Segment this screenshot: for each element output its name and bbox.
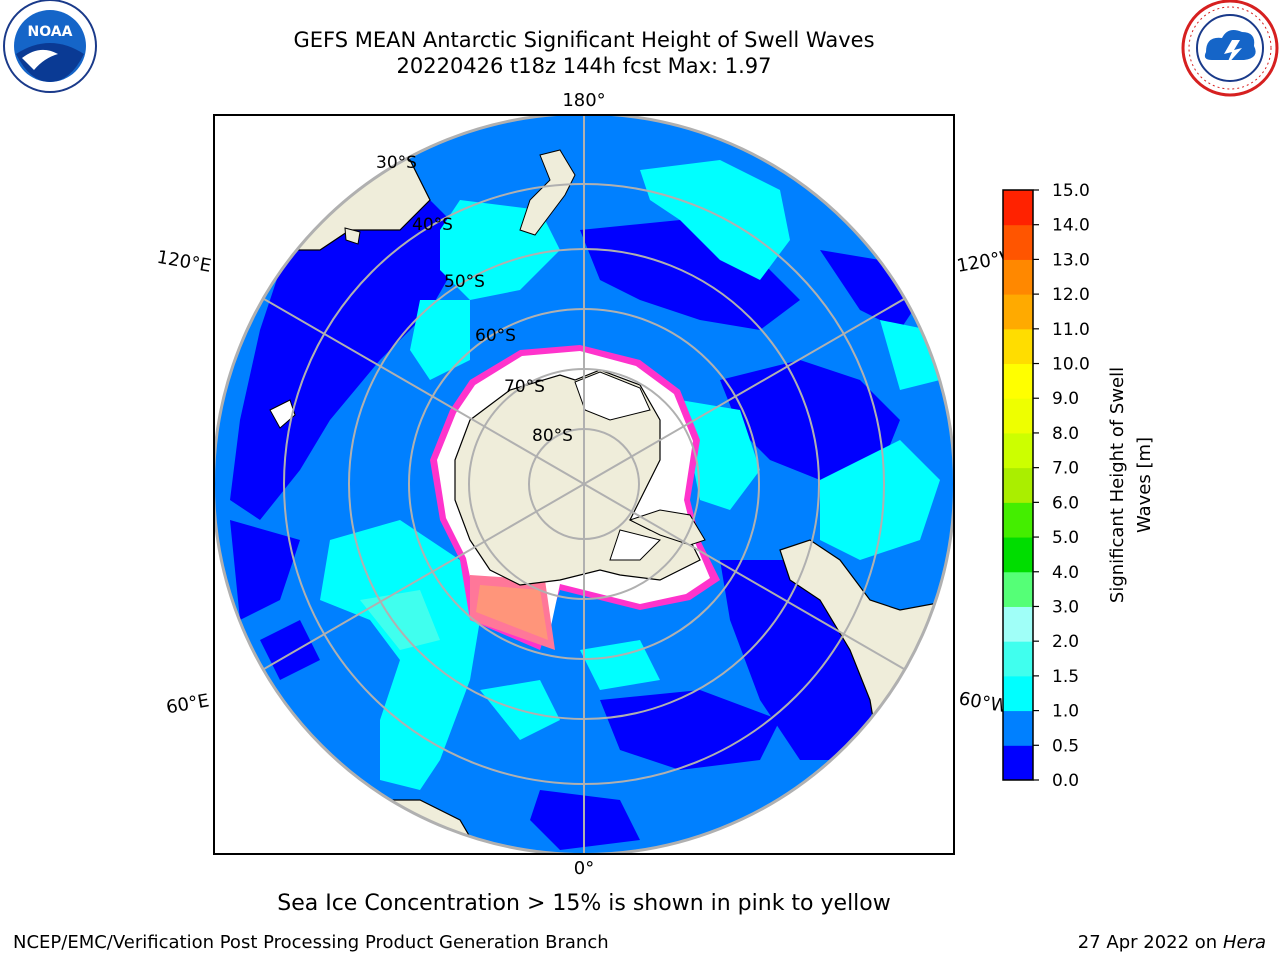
colorbar-segment <box>1003 675 1033 712</box>
colorbar-frame <box>1002 189 1034 781</box>
footer-date-text: 27 Apr 2022 on <box>1077 932 1223 953</box>
lat-label-70s: 70°S <box>504 377 545 397</box>
colorbar-segment <box>1003 328 1033 365</box>
footer-date: 27 Apr 2022 on Hera <box>1078 932 1266 953</box>
colorbar-tick-label: 7.0 <box>1052 459 1079 479</box>
colorbar-tick-label: 5.0 <box>1052 528 1079 548</box>
colorbar-tick-label: 8.0 <box>1052 424 1079 444</box>
colorbar-label-line2: Waves [m] <box>1134 437 1155 533</box>
colorbar-segment <box>1003 745 1033 781</box>
map-title: GEFS MEAN Antarctic Significant Height o… <box>293 28 875 52</box>
noaa-logo: NOAA <box>3 0 97 93</box>
colorbar-segment <box>1003 432 1033 469</box>
colorbar-tick-label: 10.0 <box>1052 355 1090 375</box>
colorbar-tick-label: 1.5 <box>1052 667 1079 687</box>
colorbar-tick-label: 9.0 <box>1052 389 1079 409</box>
colorbar-tick-label: 13.0 <box>1052 250 1090 270</box>
colorbar-tick-label: 2.0 <box>1052 632 1079 652</box>
colorbar: 0.0 0.5 1.0 1.5 2.0 3.0 4.0 5.0 6.0 7.0 8.0 9.0 10.0… <box>1002 181 1090 791</box>
colorbar-tick-label: 0.0 <box>1052 771 1079 791</box>
colorbar-segment <box>1003 259 1033 295</box>
lon-label-180: 180° <box>562 90 605 111</box>
colorbar-segment <box>1003 710 1033 746</box>
colorbar-tick-label: 3.0 <box>1052 597 1079 617</box>
nws-logo <box>1181 0 1279 97</box>
colorbar-segment <box>1003 606 1033 642</box>
colorbar-segment <box>1003 571 1033 607</box>
colorbar-segment <box>1003 190 1033 226</box>
colorbar-tick-label: 6.0 <box>1052 493 1079 513</box>
colorbar-tick-label: 4.0 <box>1052 563 1079 583</box>
colorbar-segment <box>1003 467 1033 503</box>
colorbar-segment <box>1003 224 1033 260</box>
colorbar-segment <box>1003 398 1033 434</box>
colorbar-tick-label: 15.0 <box>1052 181 1090 201</box>
colorbar-tick-label: 1.0 <box>1052 702 1079 722</box>
lon-label-60e: 60°E <box>165 690 211 718</box>
colorbar-segment <box>1003 641 1033 677</box>
colorbar-segment <box>1003 502 1033 538</box>
colorbar-segment <box>1003 537 1033 573</box>
colorbar-tick-label: 14.0 <box>1052 216 1090 236</box>
noaa-logo-text: NOAA <box>28 24 73 40</box>
lon-label-60w: 60°W <box>957 688 1010 717</box>
lat-label-80s: 80°S <box>532 426 573 446</box>
lon-label-120e: 120°E <box>155 247 213 277</box>
footer-credit: NCEP/EMC/Verification Post Processing Pr… <box>13 932 609 953</box>
lon-label-0: 0° <box>574 858 594 879</box>
footer-host: Hera <box>1222 932 1266 953</box>
colorbar-segment <box>1003 363 1033 399</box>
colorbar-segment <box>1003 294 1033 330</box>
map-subtitle: 20220426 t18z 144h fcst Max: 1.97 <box>396 54 772 78</box>
colorbar-tick-label: 0.5 <box>1052 736 1079 756</box>
lat-label-30s: 30°S <box>376 153 417 173</box>
colorbar-tick-label: 11.0 <box>1052 320 1090 340</box>
colorbar-tick-label: 12.0 <box>1052 285 1090 305</box>
lat-label-40s: 40°S <box>412 215 453 235</box>
lat-label-50s: 50°S <box>444 272 485 292</box>
sea-ice-note: Sea Ice Concentration > 15% is shown in … <box>277 891 891 916</box>
colorbar-label-line1: Significant Height of Swell <box>1107 367 1128 603</box>
lat-label-60s: 60°S <box>475 326 516 346</box>
